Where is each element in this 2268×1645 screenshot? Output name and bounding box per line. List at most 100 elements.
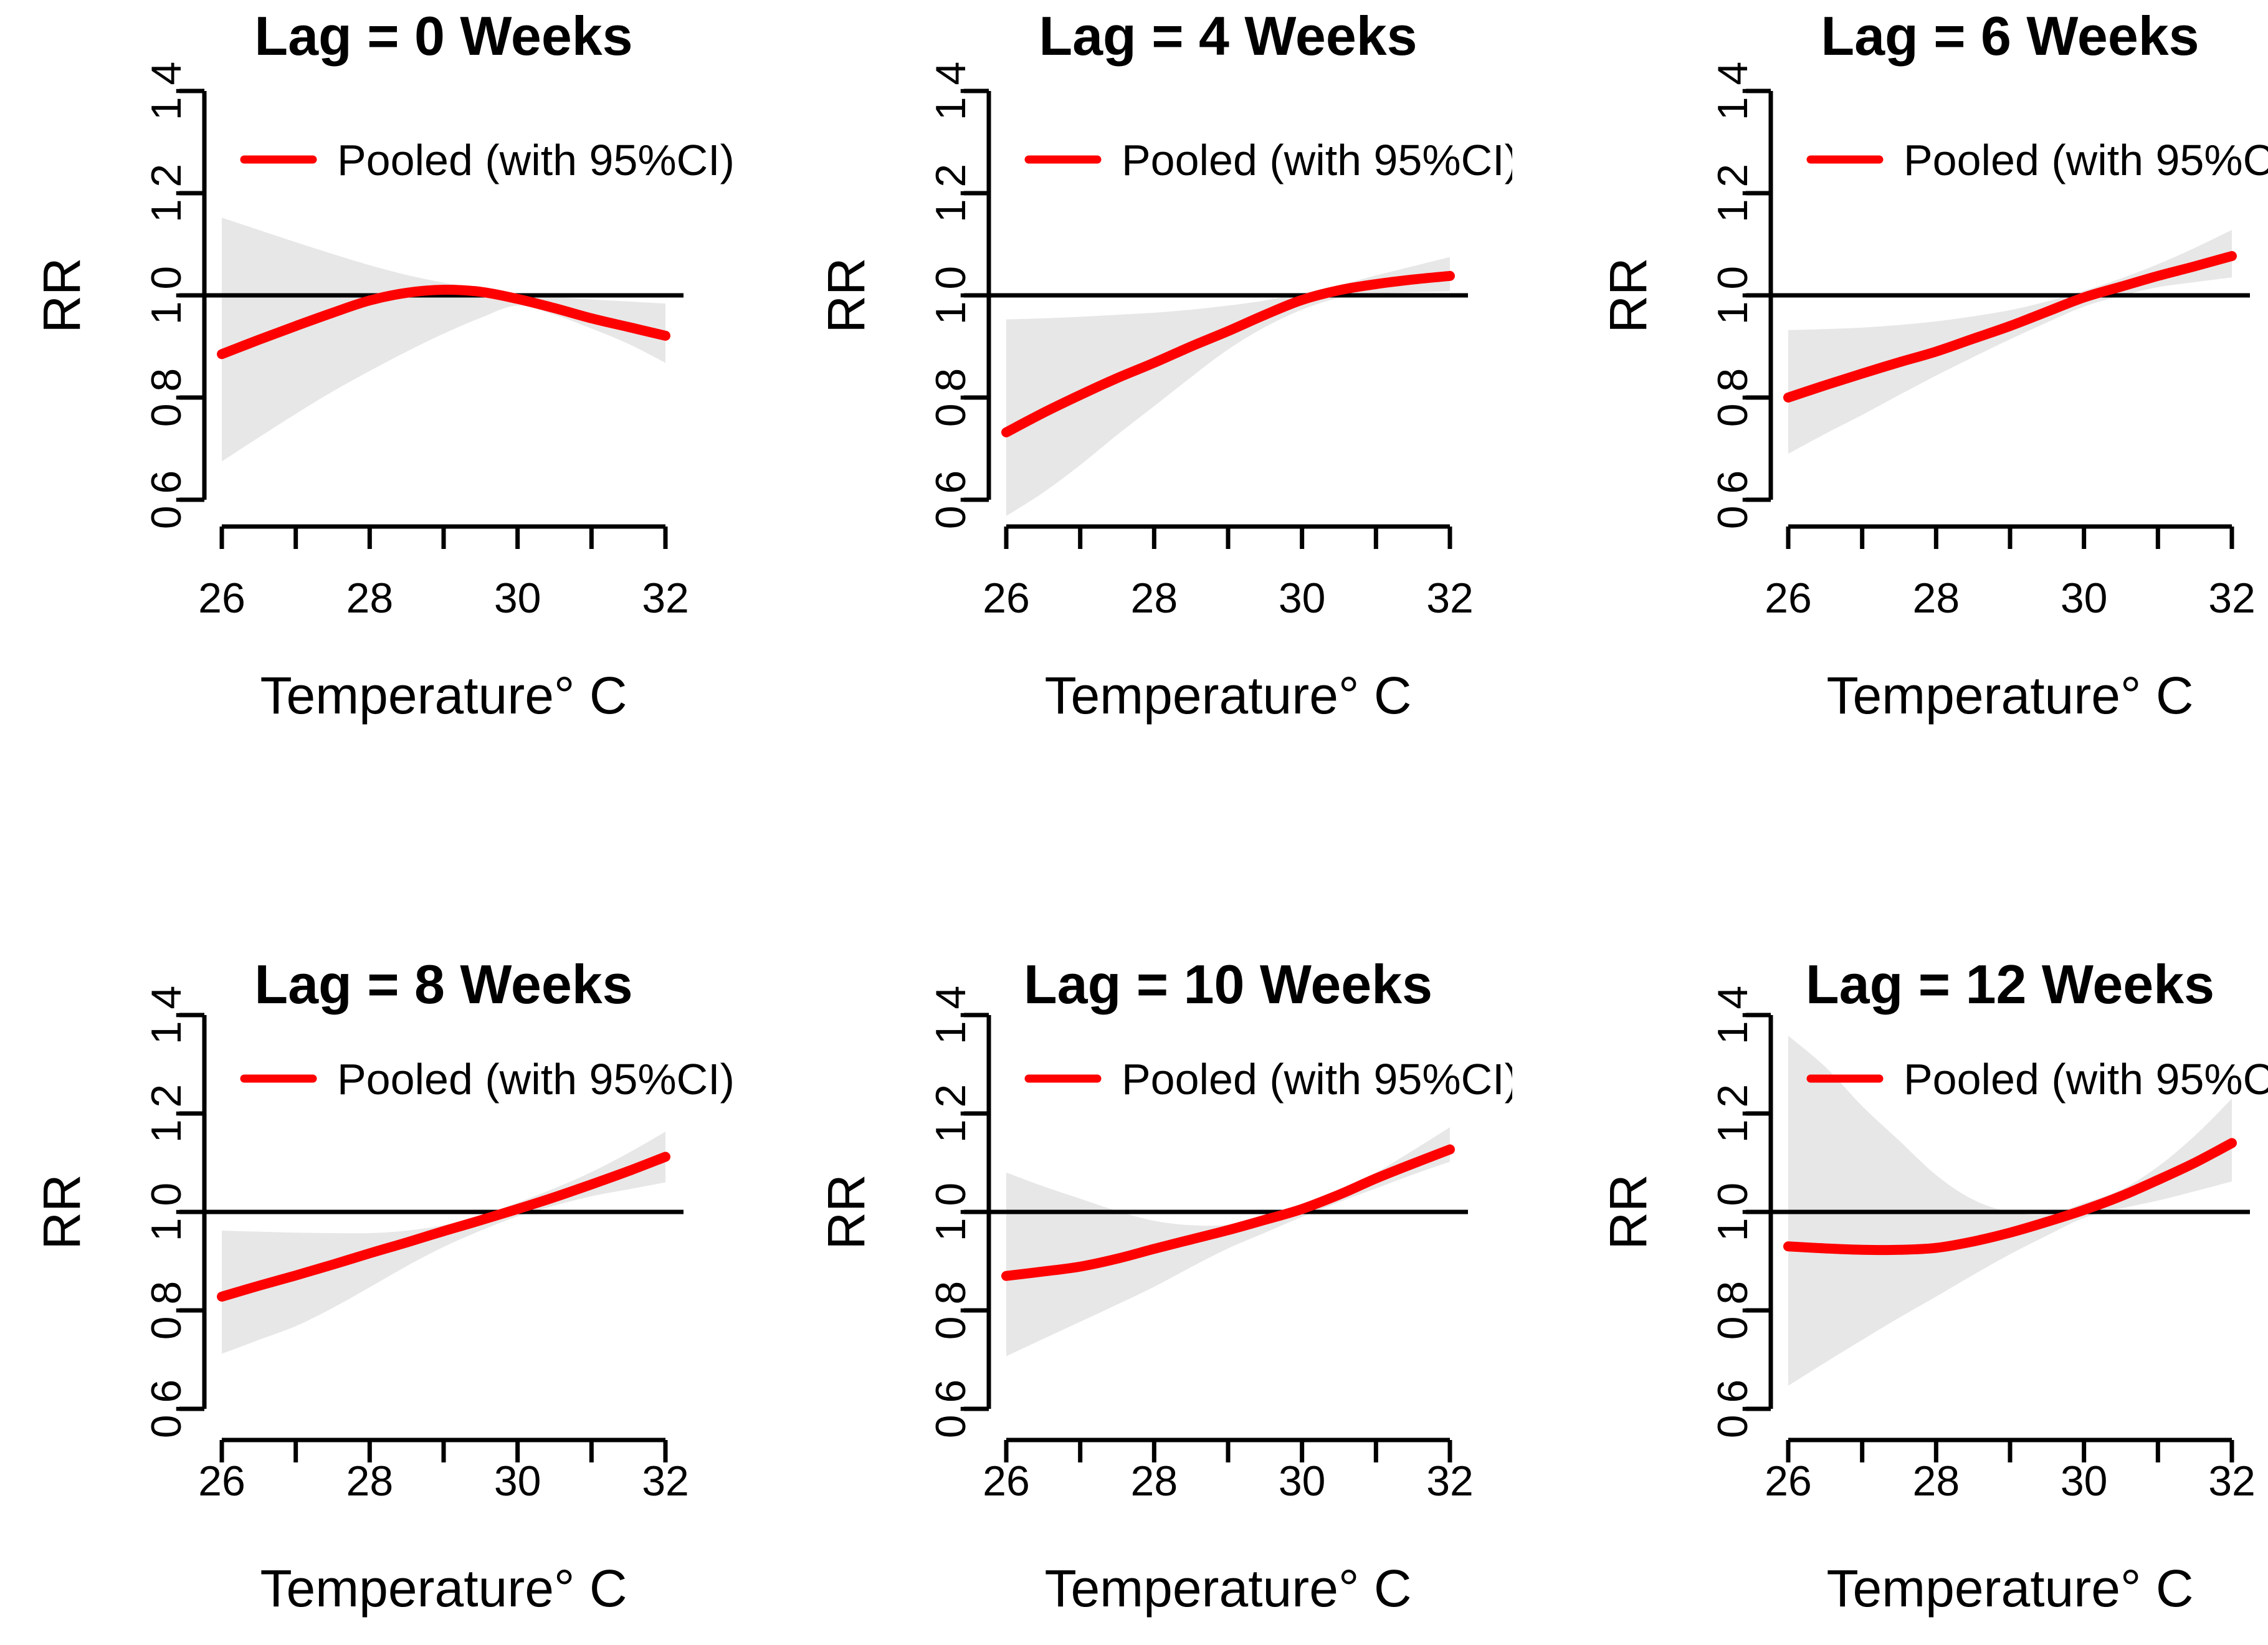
ci-band [221, 217, 665, 462]
panel-title: Lag = 8 Weeks [254, 953, 632, 1015]
y-axis-title: RR [1599, 1174, 1657, 1249]
y-axis: 0.6 0.8 1.0 1.2 1.4 [143, 986, 207, 1439]
pooled-curve [1783, 250, 2237, 403]
x-axis-title: Temperature° C [260, 1559, 627, 1618]
y-axis-title: RR [817, 1174, 875, 1249]
chart-panel: Lag = 8 Weeks 0.6 0.8 1.0 1.2 1.4 RR 26 28 30 32 Te… [0, 822, 756, 1645]
x-tick-label: 32 [642, 1457, 689, 1505]
y-tick-label: 0.8 [143, 1281, 190, 1340]
y-tick-label: 1.2 [143, 164, 190, 223]
y-axis: 0.6 0.8 1.0 1.2 1.4 [143, 62, 207, 530]
y-tick-label: 0.6 [143, 1380, 190, 1439]
x-tick-label: 30 [1279, 1457, 1326, 1505]
chart-panel: Lag = 10 Weeks 0.6 0.8 1.0 1.2 1.4 RR 26 28 30 32 T… [756, 822, 1512, 1645]
y-axis-title: RR [32, 1174, 91, 1249]
y-tick-label: 1.4 [143, 62, 190, 121]
x-tick-label: 32 [1427, 1457, 1474, 1505]
y-tick-label: 1.4 [927, 986, 974, 1045]
y-tick-label: 0.6 [1708, 470, 1756, 530]
y-tick-label: 0.8 [927, 368, 974, 427]
ci-band [1006, 257, 1451, 516]
y-tick-label: 1.2 [927, 164, 974, 223]
y-tick-label: 1.2 [1708, 1084, 1756, 1143]
y-axis-title: RR [32, 257, 91, 333]
y-tick-label: 0.8 [1708, 1281, 1756, 1340]
y-tick-label: 1.4 [927, 62, 974, 121]
x-tick-label: 28 [1131, 575, 1178, 622]
y-axis-title: RR [1599, 257, 1657, 333]
y-tick-label: 1.2 [927, 1084, 974, 1143]
ci-band [221, 1132, 665, 1354]
x-tick-label: 28 [1131, 1457, 1178, 1505]
ci-band [1788, 230, 2232, 454]
legend-label: Pooled (with 95%CI) [1122, 136, 1512, 184]
x-tick-label: 32 [2208, 1457, 2256, 1505]
x-axis: 26 28 30 32 [983, 1438, 1474, 1505]
y-tick-label: 1.2 [1708, 164, 1756, 223]
panel-title: Lag = 10 Weeks [1024, 953, 1432, 1015]
y-tick-label: 1.4 [1708, 986, 1756, 1045]
x-axis-title: Temperature° C [260, 666, 627, 725]
chart-panel: Lag = 4 Weeks 0.6 0.8 1.0 1.2 1.4 RR 26 28 30 32 Te… [756, 0, 1512, 822]
pooled-curve [1001, 1144, 1456, 1281]
ci-band [1006, 1127, 1451, 1357]
y-tick-label: 1.0 [143, 266, 190, 325]
chart-svg: Lag = 4 Weeks 0.6 0.8 1.0 1.2 1.4 RR 26 28 30 32 Te… [817, 5, 1512, 725]
x-tick-label: 28 [346, 1457, 394, 1505]
x-tick-label: 28 [1912, 1457, 1960, 1505]
y-tick-label: 1.0 [1708, 266, 1756, 325]
chart-svg: Lag = 6 Weeks 0.6 0.8 1.0 1.2 1.4 RR 26 28 30 32 Te… [1599, 5, 2268, 725]
y-tick-label: 1.0 [927, 1183, 974, 1242]
chart-svg: Lag = 8 Weeks 0.6 0.8 1.0 1.2 1.4 RR 26 28 30 32 Te… [32, 953, 735, 1618]
x-tick-label: 26 [1765, 575, 1812, 622]
chart-panel: Lag = 12 Weeks 0.6 0.8 1.0 1.2 1.4 RR 26 28 30 32 T… [1512, 822, 2268, 1645]
x-tick-label: 26 [198, 575, 245, 622]
x-tick-label: 30 [2061, 575, 2108, 622]
pooled-curve [216, 1152, 670, 1302]
x-axis: 26 28 30 32 [198, 1438, 689, 1505]
y-tick-label: 1.4 [143, 986, 190, 1045]
x-axis-title: Temperature° C [1826, 666, 2193, 725]
y-axis-title: RR [817, 257, 875, 333]
y-tick-label: 1.0 [927, 266, 974, 325]
y-tick-label: 0.6 [143, 470, 190, 530]
legend-label: Pooled (with 95%CI) [337, 136, 735, 184]
x-tick-label: 30 [2061, 1457, 2108, 1505]
legend-label: Pooled (with 95%CI) [1122, 1055, 1512, 1104]
x-tick-label: 30 [494, 1457, 541, 1505]
y-tick-label: 1.2 [143, 1084, 190, 1143]
pooled-curve [1001, 270, 1456, 437]
x-tick-label: 30 [494, 575, 541, 622]
x-axis: 26 28 30 32 [1765, 1438, 2256, 1505]
panel-title: Lag = 0 Weeks [254, 5, 632, 67]
chart-svg: Lag = 12 Weeks 0.6 0.8 1.0 1.2 1.4 RR 26 28 30 32 T… [1599, 953, 2268, 1618]
y-axis: 0.6 0.8 1.0 1.2 1.4 [1708, 986, 1773, 1439]
x-axis: 26 28 30 32 [198, 524, 689, 622]
pooled-curve [1783, 1138, 2237, 1256]
x-tick-label: 28 [346, 575, 394, 622]
y-tick-label: 0.8 [1708, 368, 1756, 427]
chart-svg: Lag = 0 Weeks 0.6 0.8 1.0 1.2 1.4 RR 26 28 30 32 Te… [32, 5, 735, 725]
y-axis: 0.6 0.8 1.0 1.2 1.4 [927, 986, 991, 1438]
y-tick-label: 0.6 [1708, 1380, 1756, 1439]
chart-panel: Lag = 6 Weeks 0.6 0.8 1.0 1.2 1.4 RR 26 28 30 32 Te… [1512, 0, 2268, 822]
panel-title: Lag = 6 Weeks [1821, 5, 2199, 67]
x-tick-label: 32 [642, 575, 689, 622]
y-tick-label: 0.6 [927, 470, 974, 530]
panel-title: Lag = 12 Weeks [1806, 953, 2214, 1015]
x-tick-label: 28 [1912, 575, 1960, 622]
y-axis: 0.6 0.8 1.0 1.2 1.4 [927, 62, 991, 530]
y-tick-label: 1.0 [1708, 1183, 1756, 1242]
legend: Pooled (with 95%CI) [1024, 1055, 1512, 1104]
y-tick-label: 0.8 [927, 1281, 974, 1340]
x-axis-title: Temperature° C [1045, 1559, 1412, 1618]
x-tick-label: 32 [2208, 575, 2256, 622]
y-axis: 0.6 0.8 1.0 1.2 1.4 [1708, 62, 1773, 530]
x-tick-label: 26 [198, 1457, 245, 1505]
x-tick-label: 26 [1765, 1457, 1812, 1505]
chart-panel: Lag = 0 Weeks 0.6 0.8 1.0 1.2 1.4 RR 26 28 30 32 Te… [0, 0, 756, 822]
legend: Pooled (with 95%CI) [1806, 1055, 2268, 1104]
ci-band [1788, 1036, 2232, 1386]
pooled-curve [216, 284, 670, 360]
